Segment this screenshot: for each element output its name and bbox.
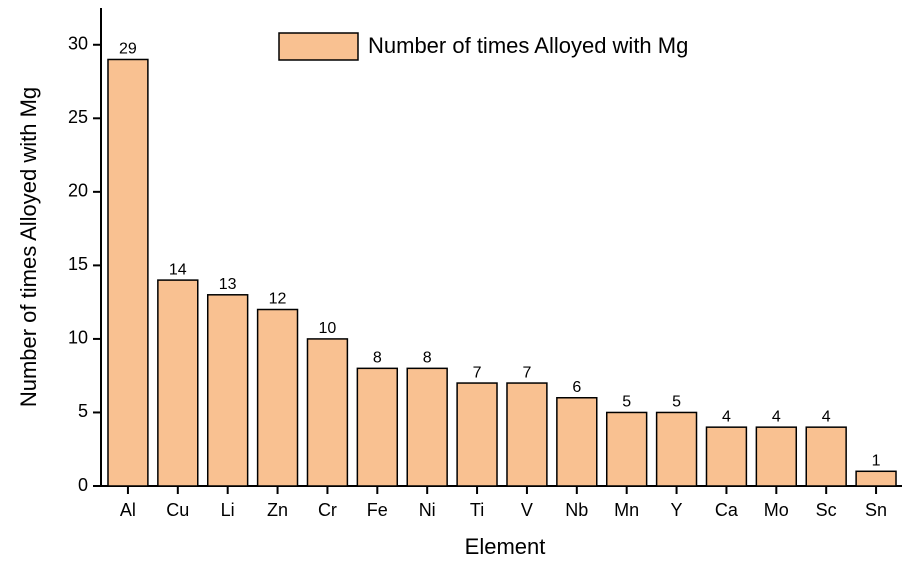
bar xyxy=(406,367,448,487)
y-tick-label: 15 xyxy=(68,254,88,274)
x-tick-label: Y xyxy=(671,500,683,520)
bar xyxy=(206,294,249,487)
x-tick-label: V xyxy=(521,500,533,520)
bar xyxy=(107,58,149,487)
y-tick-label: 30 xyxy=(68,34,88,54)
value-label: 14 xyxy=(169,261,187,278)
x-axis-title: Element xyxy=(465,534,546,559)
bar xyxy=(805,426,847,487)
x-tick-label: Cu xyxy=(166,500,189,520)
value-label: 5 xyxy=(622,394,631,411)
x-tick-label: Sc xyxy=(816,500,837,520)
legend-label: Number of times Alloyed with Mg xyxy=(368,33,688,58)
bar xyxy=(655,411,698,487)
value-label: 4 xyxy=(722,408,731,425)
bar xyxy=(755,426,798,487)
y-tick-label: 25 xyxy=(68,107,88,127)
value-label: 13 xyxy=(219,276,237,293)
bar xyxy=(456,382,498,487)
x-tick-label: Ca xyxy=(715,500,739,520)
bar xyxy=(157,279,199,487)
x-tick-label: Sn xyxy=(865,500,887,520)
value-label: 12 xyxy=(269,291,287,308)
value-label: 29 xyxy=(119,41,137,58)
y-tick-label: 5 xyxy=(78,401,88,421)
x-tick-label: Mn xyxy=(614,500,639,520)
value-label: 7 xyxy=(473,364,482,381)
x-tick-label: Ti xyxy=(470,500,484,520)
x-tick-label: Fe xyxy=(367,500,388,520)
bar xyxy=(605,411,648,487)
value-label: 10 xyxy=(319,320,337,337)
x-tick-label: Mo xyxy=(764,500,789,520)
x-tick-label: Zn xyxy=(267,500,288,520)
value-label: 4 xyxy=(772,408,781,425)
bar xyxy=(556,397,598,487)
x-tick-label: Al xyxy=(120,500,136,520)
bar xyxy=(705,426,748,487)
x-tick-label: Nb xyxy=(565,500,588,520)
x-tick-label: Li xyxy=(221,500,235,520)
y-tick-label: 10 xyxy=(68,328,88,348)
value-label: 8 xyxy=(423,350,432,367)
value-label: 7 xyxy=(522,364,531,381)
x-tick-label: Cr xyxy=(318,500,337,520)
value-label: 1 xyxy=(872,453,881,470)
bar xyxy=(256,308,299,487)
bar xyxy=(306,338,349,487)
y-tick-label: 0 xyxy=(78,475,88,495)
value-label: 8 xyxy=(373,350,382,367)
bar xyxy=(356,367,399,487)
x-tick-label: Ni xyxy=(419,500,436,520)
bar xyxy=(855,470,897,487)
bar xyxy=(506,382,548,487)
value-label: 5 xyxy=(672,394,681,411)
y-axis-title: Number of times Alloyed with Mg xyxy=(16,87,41,407)
y-tick-label: 20 xyxy=(68,181,88,201)
value-label: 6 xyxy=(572,379,581,396)
legend-swatch xyxy=(278,32,359,61)
value-label: 4 xyxy=(822,408,831,425)
